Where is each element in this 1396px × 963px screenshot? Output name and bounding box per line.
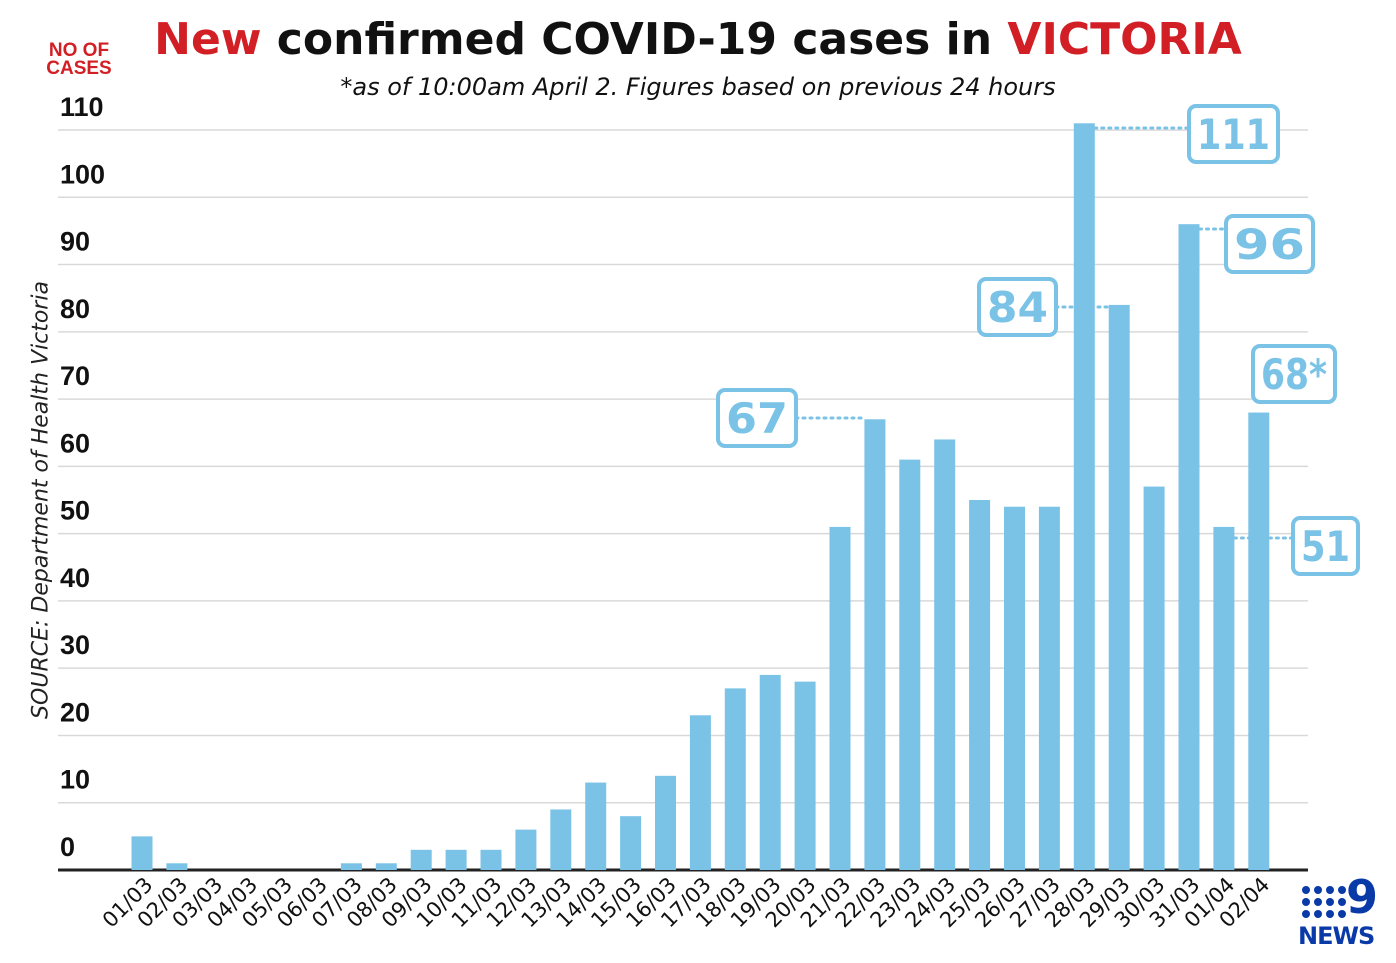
bar — [550, 809, 572, 870]
title-word-new: New — [154, 14, 262, 65]
logo-number: 9 — [1346, 870, 1379, 924]
bar — [1143, 486, 1165, 870]
bar — [1004, 506, 1025, 870]
y-tick-label: 10 — [60, 765, 90, 795]
logo-dots-icon — [1302, 886, 1346, 918]
callout-box — [1251, 344, 1337, 404]
y-tick-label: 20 — [60, 697, 90, 727]
title-word-victoria: VICTORIA — [1007, 14, 1242, 65]
bar — [934, 439, 956, 870]
data-label: 96 — [1234, 220, 1305, 269]
bar — [864, 419, 886, 870]
bar — [1213, 526, 1235, 870]
y-tick-label: 30 — [60, 630, 90, 660]
y-tick-label: 90 — [60, 227, 90, 257]
data-label: 111 — [1197, 110, 1270, 159]
bar — [480, 849, 502, 870]
y-axis-label: NO OF CASES — [46, 40, 112, 79]
bar — [689, 715, 711, 870]
y-tick-label: 100 — [60, 159, 105, 189]
callout-box — [716, 388, 798, 448]
nine-news-logo: 9 NEWS — [1296, 874, 1380, 950]
bar — [899, 459, 921, 870]
data-label: 84 — [987, 283, 1048, 332]
bar — [794, 681, 816, 870]
callout-box — [1187, 104, 1280, 164]
bar — [1248, 412, 1270, 870]
y-tick-label: 110 — [60, 92, 104, 122]
callout-box — [977, 277, 1058, 337]
y-tick-label: 40 — [60, 563, 90, 593]
bar — [1073, 123, 1095, 871]
bar — [375, 863, 397, 870]
chart-title: New confirmed COVID-19 cases in VICTORIA — [0, 14, 1396, 65]
data-label: 68* — [1261, 350, 1327, 399]
chart-subtitle: *as of 10:00am April 2. Figures based on… — [340, 73, 1056, 101]
y-tick-label: 80 — [60, 294, 90, 324]
y-tick-label: 70 — [60, 361, 90, 391]
y-tick-label: 0 — [60, 832, 75, 862]
title-middle: confirmed COVID-19 cases in — [261, 14, 1008, 65]
bar — [655, 775, 676, 870]
bar — [515, 829, 537, 870]
bar — [1108, 304, 1130, 871]
bar — [585, 782, 607, 870]
source-note: SOURCE: Department of Health Victoria — [28, 281, 54, 719]
logo-text: NEWS — [1298, 922, 1375, 950]
bar — [1038, 506, 1060, 870]
bar — [445, 849, 467, 870]
bar — [166, 863, 188, 870]
callout-box — [1224, 214, 1315, 274]
bar — [829, 526, 851, 870]
bar — [759, 674, 781, 870]
data-label: 67 — [726, 394, 788, 443]
bar — [620, 816, 642, 870]
y-tick-label: 50 — [60, 496, 90, 526]
bar — [724, 688, 746, 870]
y-tick-label: 60 — [60, 428, 90, 458]
bar — [410, 849, 432, 870]
callout-box — [1291, 516, 1360, 576]
bar — [131, 836, 153, 870]
bar — [1178, 224, 1200, 870]
bar — [340, 863, 362, 870]
bar — [969, 500, 991, 870]
data-label: 51 — [1301, 522, 1350, 571]
